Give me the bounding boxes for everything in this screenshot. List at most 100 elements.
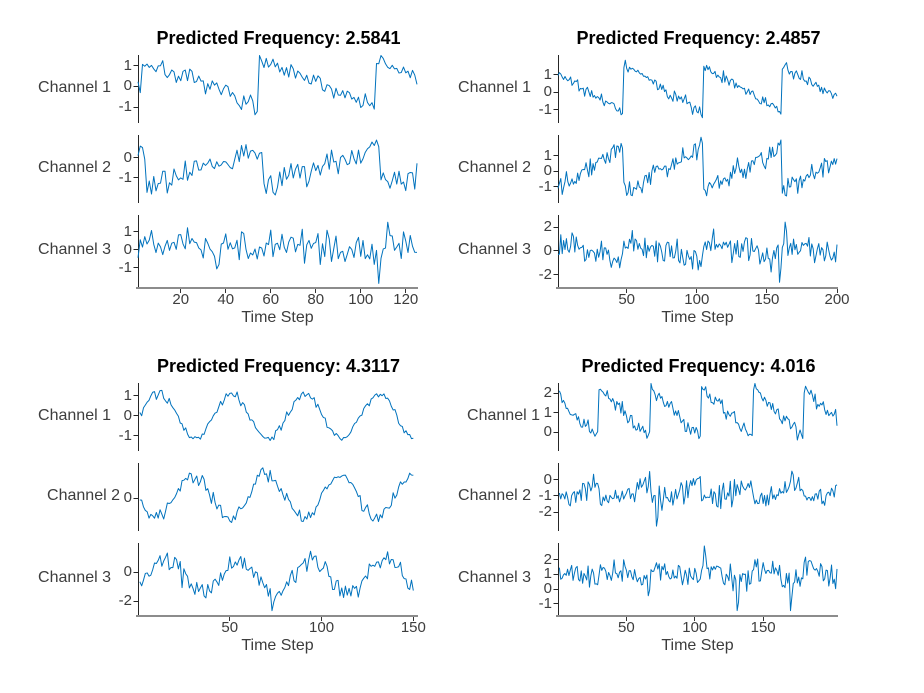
x-axis-title: Time Step	[661, 637, 734, 654]
channel-label: Channel 3	[38, 569, 111, 586]
channel-plot-svg	[553, 383, 838, 451]
y-tick-label: 1	[123, 386, 132, 404]
x-tick-mark	[315, 289, 317, 293]
x-tick-label: 100	[348, 291, 374, 308]
x-tick-mark	[762, 617, 764, 621]
y-tick-label: 0	[123, 489, 132, 507]
x-tick-label: 50	[618, 619, 635, 636]
x-axis-line	[136, 287, 418, 289]
x-tick-label: 120	[393, 291, 419, 308]
y-tick-label: 1	[543, 65, 552, 83]
y-tick-label: 1	[543, 403, 552, 421]
channel-plot-svg	[553, 543, 838, 615]
waveform-line	[557, 136, 838, 197]
channel-label: Channel 1	[38, 79, 111, 96]
y-tick-label: -2	[538, 265, 552, 283]
x-tick-label: 100	[309, 619, 335, 636]
y-tick-label: 0	[123, 240, 132, 258]
waveform-line	[139, 389, 414, 441]
x-tick-mark	[229, 617, 231, 621]
channel-plot-svg	[553, 463, 838, 531]
x-tick-label: 100	[682, 619, 708, 636]
subplot-title: Predicted Frequency: 4.3117	[156, 356, 401, 376]
x-tick-mark	[270, 289, 272, 293]
y-tick-label: 0	[543, 83, 552, 101]
x-tick-label: 200	[824, 291, 850, 308]
y-tick-label: 0	[543, 241, 552, 259]
channel-label: Channel 1	[38, 407, 111, 424]
y-tick-label: 0	[123, 563, 132, 581]
x-tick-label: 100	[684, 291, 710, 308]
y-tick-label: -1	[538, 100, 552, 118]
x-tick-label: 50	[221, 619, 239, 636]
channel-label: Channel 3	[458, 569, 531, 586]
x-tick-mark	[412, 617, 414, 621]
channel-plot-svg	[133, 55, 418, 123]
x-tick-label: 150	[750, 619, 776, 636]
subplot-title: Predicted Frequency: 2.5841	[156, 28, 401, 48]
waveform-line	[558, 545, 838, 612]
channel-label: Channel 2	[458, 487, 531, 504]
y-tick-label: 0	[123, 77, 132, 95]
channel-plot-svg	[133, 383, 414, 451]
x-tick-label: 150	[400, 619, 426, 636]
x-axis-line	[556, 615, 838, 617]
channel-plot-svg	[133, 543, 414, 615]
channel-label: Channel 2	[38, 159, 111, 176]
x-tick-mark	[696, 289, 698, 293]
waveform-line	[137, 139, 418, 196]
channel-label: Channel 3	[458, 241, 531, 258]
y-tick-label: -1	[118, 258, 132, 276]
channel-plot-svg	[133, 463, 414, 531]
x-tick-mark	[766, 289, 768, 293]
waveform-line	[139, 467, 414, 523]
y-tick-label: -1	[118, 98, 132, 115]
y-tick-label: -1	[118, 426, 132, 444]
x-tick-mark	[225, 289, 227, 293]
y-tick-label: 0	[543, 580, 552, 598]
x-tick-mark	[405, 289, 407, 293]
subplot-bottom-left: Predicted Frequency: 4.3117 Channel 1 1 0 -…	[0, 353, 430, 675]
x-tick-mark	[625, 617, 627, 621]
subplot-title: Predicted Frequency: 2.4857	[576, 28, 821, 48]
y-tick-label: 1	[543, 565, 552, 583]
x-tick-mark	[360, 289, 362, 293]
y-tick-label: 1	[543, 146, 552, 164]
y-tick-label: -1	[118, 168, 132, 186]
y-tick-label: -1	[538, 594, 552, 612]
x-tick-label: 150	[754, 291, 780, 308]
waveform-line	[139, 550, 414, 612]
x-axis-title: Time Step	[241, 309, 314, 326]
channel-plot-svg	[133, 215, 418, 287]
x-tick-mark	[836, 289, 838, 293]
channel-plot-svg	[553, 135, 838, 203]
waveform-line	[137, 221, 418, 284]
x-tick-mark	[321, 617, 323, 621]
x-tick-label: 40	[217, 291, 235, 308]
x-tick-mark	[626, 289, 628, 293]
plot-area: Channel 1 2 1 0 Channel 2 0 -1 -2 Channel 3 2 1 0 -1…	[420, 353, 850, 675]
x-tick-label: 50	[618, 291, 636, 308]
x-axis-line	[556, 287, 838, 289]
x-axis-title: Time Step	[661, 309, 734, 326]
y-tick-label: -2	[118, 592, 132, 610]
channel-label: Channel 2	[47, 487, 120, 504]
x-axis-title: Time Step	[241, 637, 314, 654]
subplot-title: Predicted Frequency: 4.016	[581, 356, 816, 376]
waveform-line	[558, 383, 838, 441]
x-tick-mark	[180, 289, 182, 293]
y-tick-label: 1	[123, 56, 132, 74]
channel-label: Channel 2	[458, 159, 531, 176]
waveform-line	[137, 55, 418, 116]
channel-label: Channel 1	[458, 79, 531, 96]
x-tick-label: 80	[307, 291, 325, 308]
channel-plot-svg	[553, 215, 838, 287]
y-tick-label: 1	[123, 222, 132, 240]
waveform-line	[558, 470, 838, 527]
x-tick-label: 20	[172, 291, 190, 308]
y-tick-label: -1	[538, 177, 552, 195]
plot-area: Channel 1 1 0 -1 Channel 2 1 0 -1 Channel 3 2 0 -2 5…	[420, 25, 850, 347]
